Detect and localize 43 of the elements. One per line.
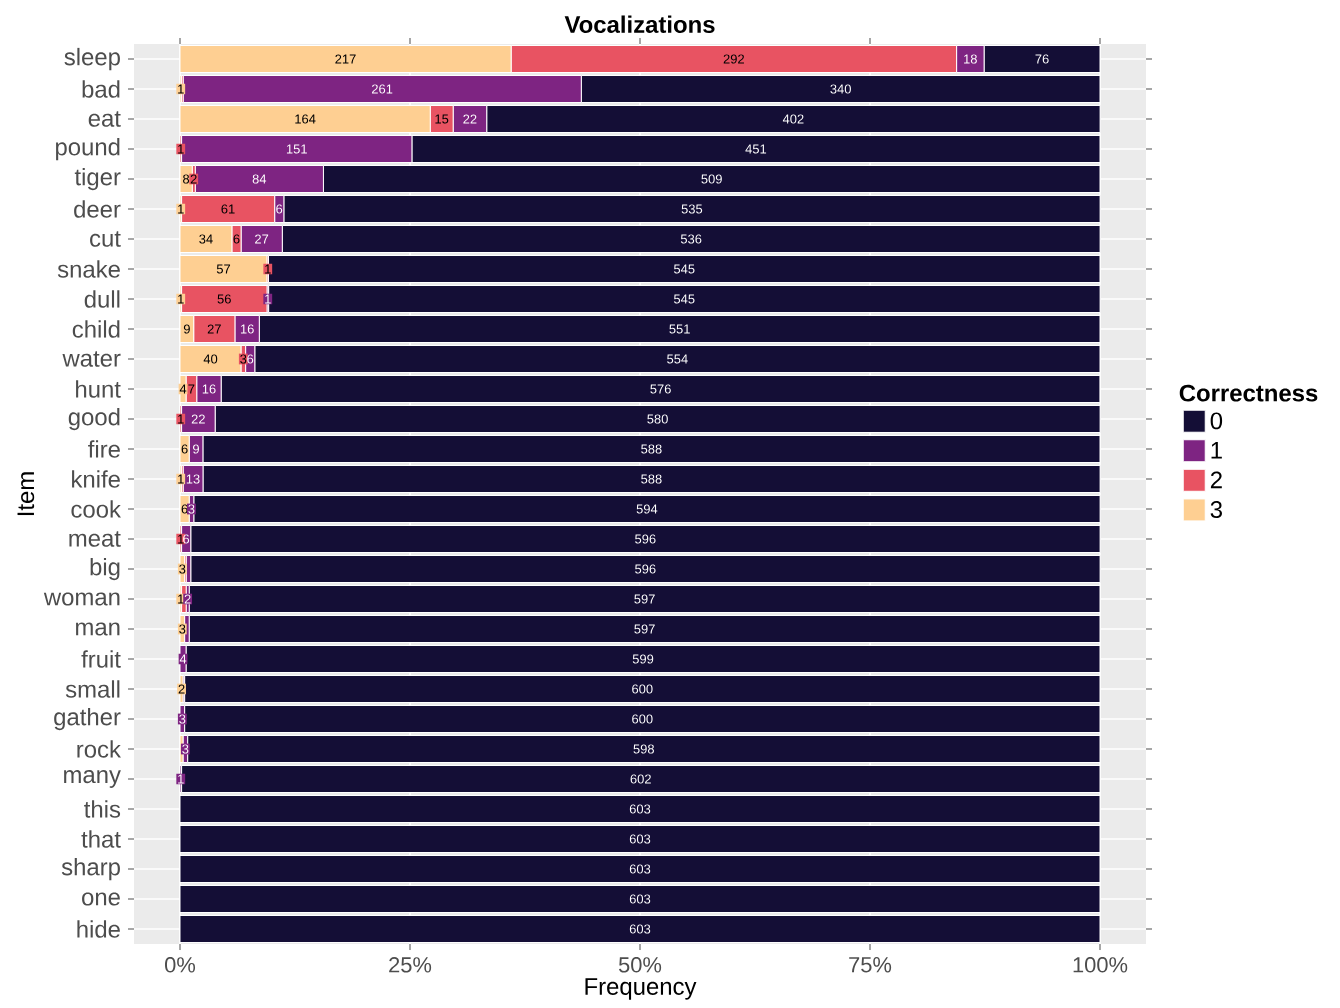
y-tick-label: one <box>82 892 120 906</box>
y-tick-label: sharp <box>61 857 120 881</box>
y-tick-label: hide <box>77 920 120 938</box>
y-tick-label: good <box>68 407 120 431</box>
y-tick-label: cook <box>71 500 121 518</box>
y-tick-label: woman <box>43 592 120 606</box>
y-tick-label: bad <box>82 80 120 98</box>
y-tick-label: many <box>64 770 121 788</box>
y-tick-label: small <box>65 680 120 698</box>
legend-label: 1 <box>1211 442 1222 459</box>
x-tick-label: 50% <box>618 957 662 973</box>
x-tick-label: 0% <box>165 957 196 973</box>
y-tick-label: child <box>72 320 120 338</box>
legend-label: 2 <box>1210 471 1222 489</box>
y-tick-label: cut <box>90 231 121 247</box>
x-tick-label: 100% <box>1073 957 1128 973</box>
y-tick-label: sleep <box>64 47 120 71</box>
legend-label: 0 <box>1210 412 1223 430</box>
y-tick-label: knife <box>72 470 120 488</box>
y-axis-title: Item <box>17 472 35 516</box>
y-tick-label: hunt <box>76 380 121 398</box>
y-tick-label: snake <box>57 260 120 278</box>
y-tick-label: fire <box>88 440 120 458</box>
legend-title: Correctness <box>1179 384 1318 402</box>
y-tick-label: fruit <box>81 650 121 668</box>
y-tick-label: dull <box>84 290 120 308</box>
y-tick-label: that <box>81 830 121 848</box>
x-axis-title: Frequency <box>585 978 697 1000</box>
x-tick-label: 25% <box>389 957 432 973</box>
chart-title: Vocalizations <box>564 15 715 33</box>
y-tick-label: gather <box>54 707 121 731</box>
y-tick-label: tiger <box>74 167 121 191</box>
y-tick-label: pound <box>56 137 120 161</box>
y-tick-label: big <box>90 557 120 581</box>
y-tick-label: meat <box>69 531 121 547</box>
y-tick-label: deer <box>74 200 121 218</box>
y-tick-label: man <box>76 622 120 636</box>
x-tick-label: 75% <box>849 957 892 973</box>
y-tick-label: this <box>84 800 121 818</box>
y-tick-label: rock <box>77 740 121 758</box>
y-tick-label: eat <box>88 111 121 127</box>
legend-label: 3 <box>1210 501 1222 518</box>
y-tick-label: water <box>62 351 121 367</box>
